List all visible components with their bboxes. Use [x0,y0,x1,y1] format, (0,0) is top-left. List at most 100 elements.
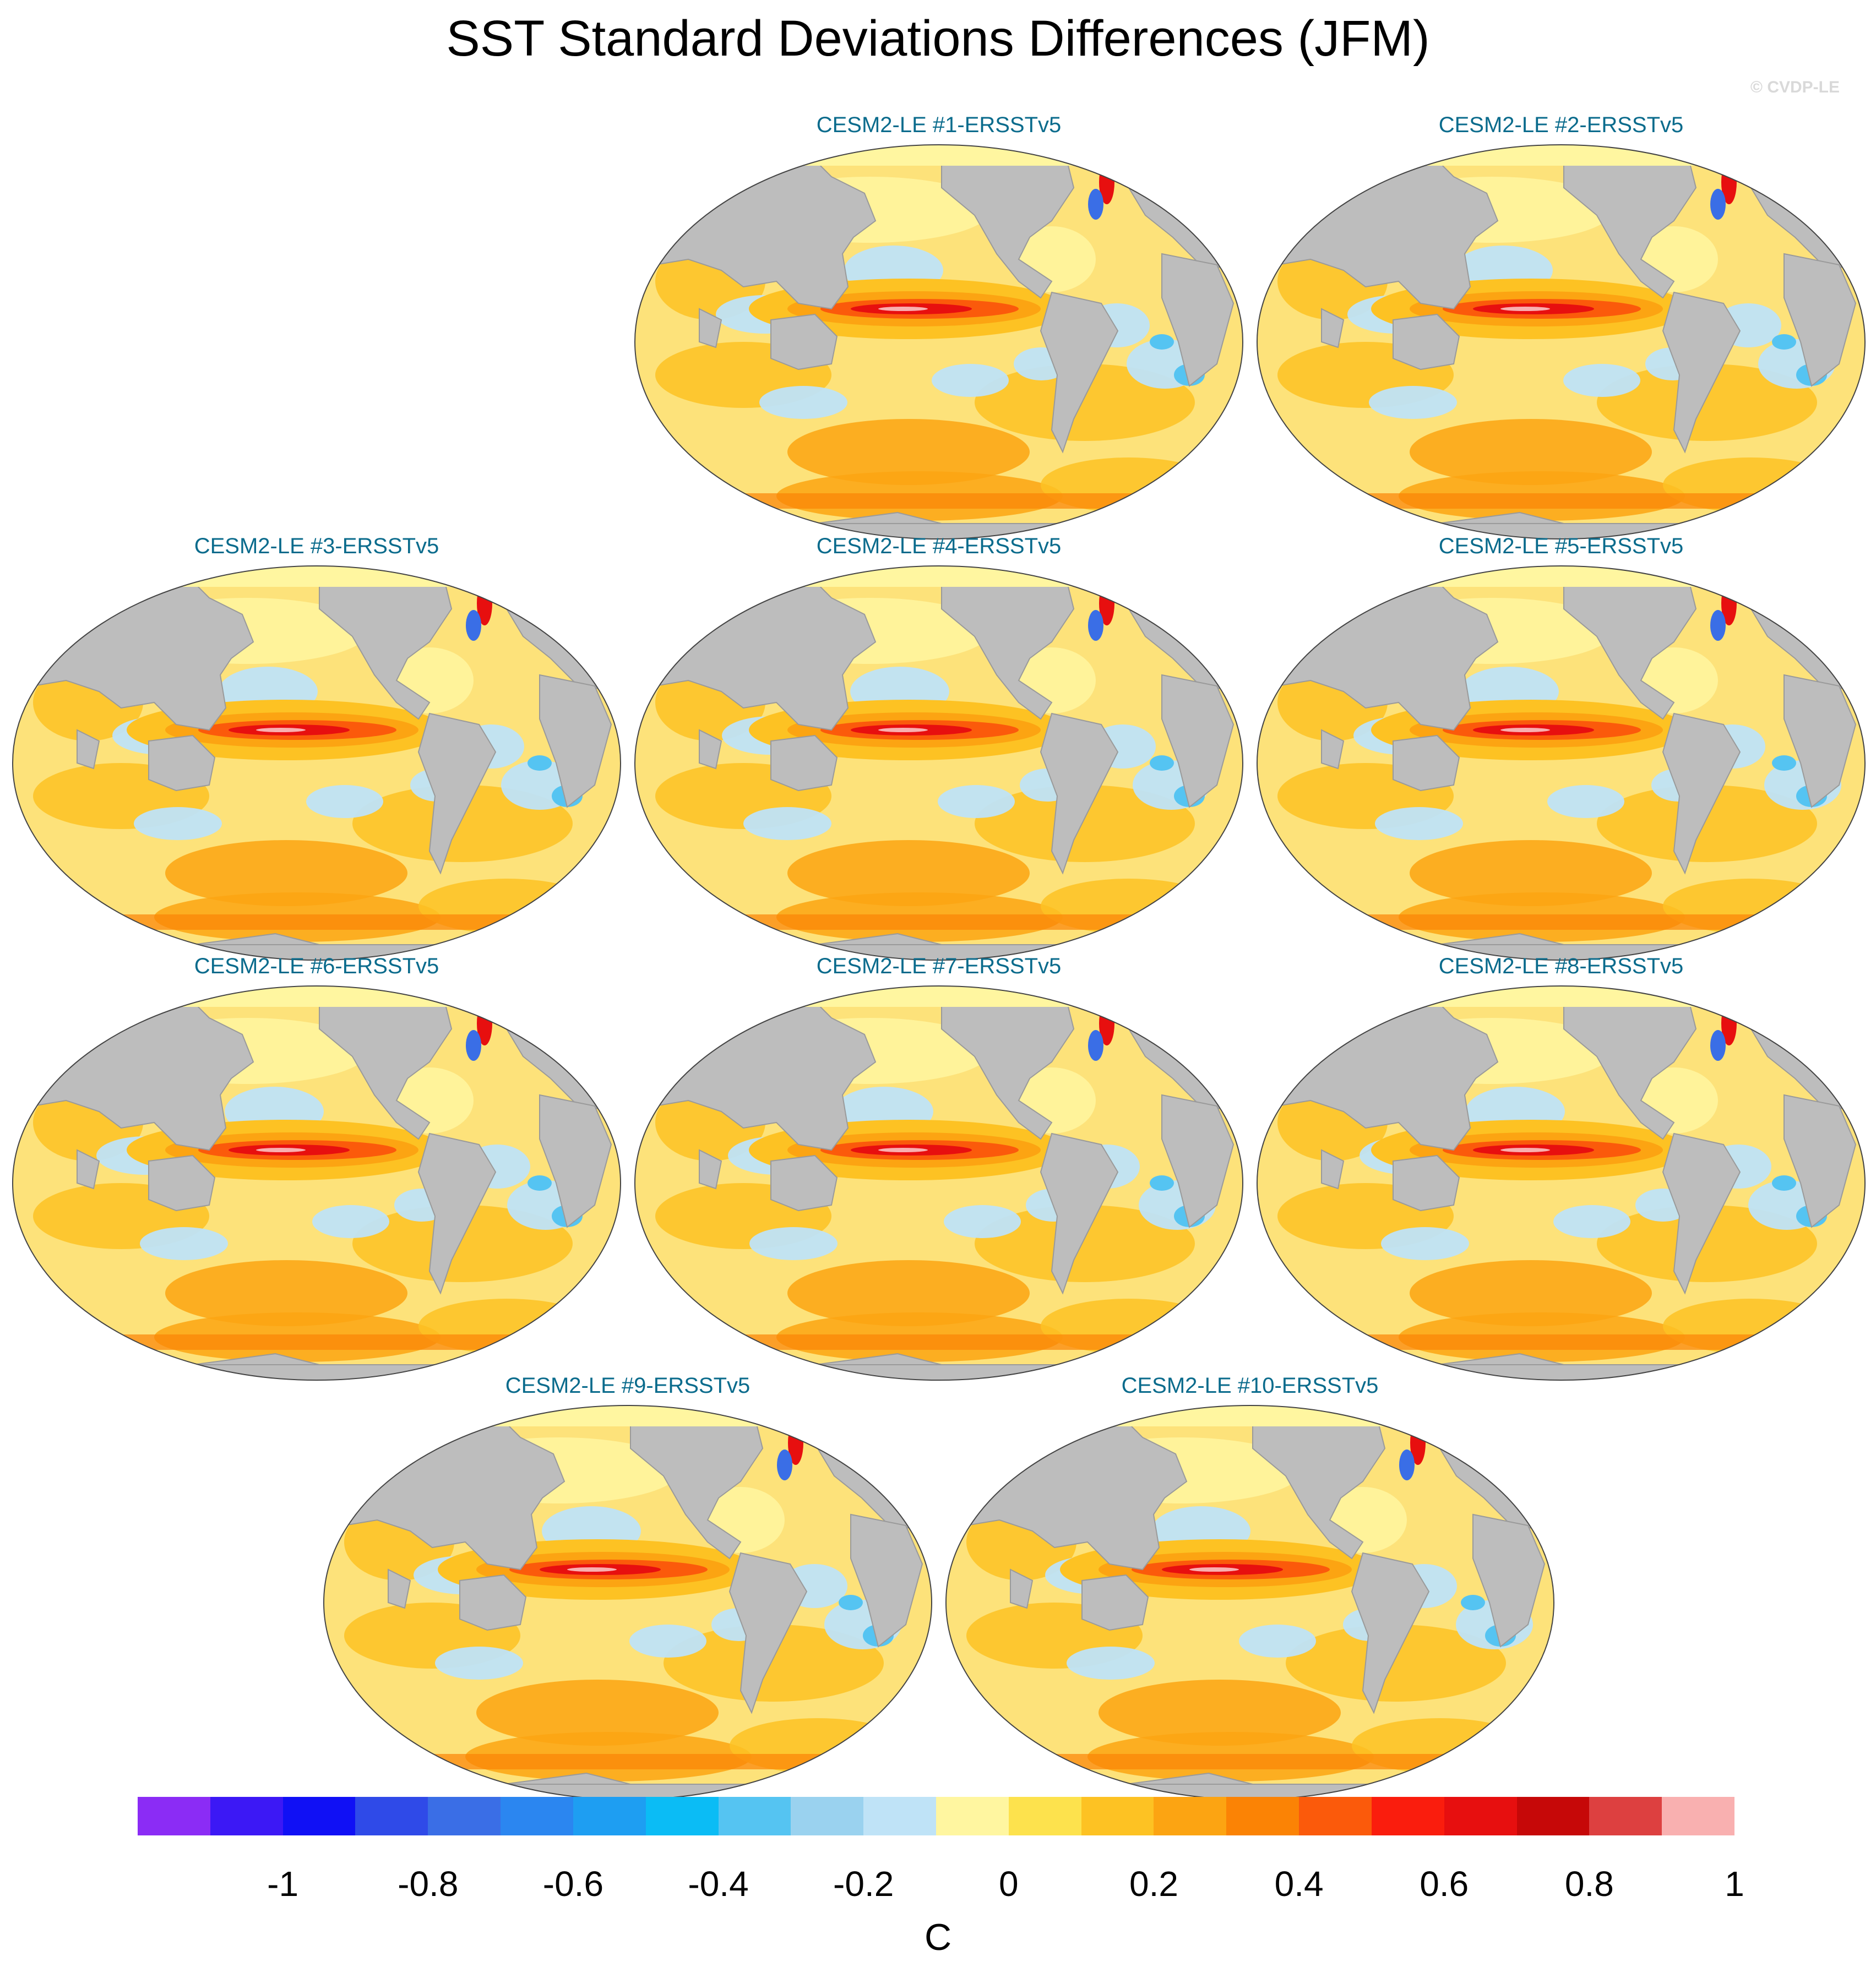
map-panel: CESM2-LE #3-ERSSTv5 [11,534,622,963]
enso-tongue [567,1567,617,1572]
arctic-cold-patch [1360,990,1426,1001]
land-mask [728,1552,808,1714]
north-atlantic-cold-patch [1088,189,1103,220]
anomaly-patch [938,785,1015,818]
anomaly-patch [134,807,222,840]
anomaly-patch [743,807,831,840]
anomaly-patch [1597,364,1817,441]
land-mask [1125,1772,1253,1785]
north-atlantic-cold-patch [466,1030,481,1061]
land-mask [1393,313,1460,370]
land-mask [1563,145,1697,299]
map-panel: CESM2-LE #7-ERSSTv5 [633,954,1244,1383]
panel-title: CESM2-LE #4-ERSSTv5 [816,534,1062,558]
land-mask [1161,1094,1235,1228]
land-mask [1393,734,1460,792]
anomaly-patch [1410,840,1652,906]
land-mask [1437,511,1564,524]
panel-title: CESM2-LE #1-ERSSTv5 [816,113,1062,137]
anomaly-patch [1563,364,1640,397]
colorbar-swatch [282,1797,356,1835]
map-panel: CESM2-LE #2-ERSSTv5 [1255,113,1867,542]
southern-ocean-band [635,1334,1243,1350]
arctic-cold-patch [1360,570,1426,581]
world-map [12,565,621,961]
north-atlantic-cold-patch [1088,610,1103,641]
land-mask [1321,1149,1345,1190]
anomaly-patch [1150,1175,1174,1191]
land-mask [1437,933,1564,945]
colorbar-tick-label: 0 [999,1864,1019,1904]
anomaly-patch [975,1205,1195,1282]
enso-tongue [1500,1148,1550,1152]
anomaly-patch [1547,785,1624,818]
map-outline [634,985,1243,1381]
land-mask [941,986,1075,1140]
land-mask [1010,1568,1034,1609]
world-map [634,144,1243,540]
land-mask [941,566,1075,720]
world-map [1257,985,1866,1381]
north-atlantic-cold-patch [1710,1030,1726,1061]
land-mask [699,1149,722,1190]
anomaly-patch [975,785,1195,862]
land-mask [699,308,722,348]
anomaly-patch [1410,419,1652,485]
southern-ocean-band [946,1754,1554,1769]
anomaly-patch [352,1205,573,1282]
land-mask [941,145,1075,299]
map-panel: CESM2-LE #10-ERSSTv5 [944,1374,1556,1803]
arctic-cold-patch [738,570,804,581]
anomaly-patch [1461,1595,1485,1610]
anomaly-patch [312,1205,389,1238]
map-panel: CESM2-LE #6-ERSSTv5 [11,954,622,1383]
map-outline [634,144,1243,540]
land-mask [814,511,942,524]
land-mask [770,734,838,792]
land-mask [1161,674,1235,808]
world-map [945,1405,1554,1800]
map-panel: CESM2-LE #5-ERSSTv5 [1255,534,1867,963]
colorbar-tick-label: 0.8 [1564,1864,1614,1904]
arctic-cold-patch [427,1410,493,1421]
world-map [634,985,1243,1381]
north-atlantic-cold-patch [1088,1030,1103,1061]
colorbar-swatch [863,1797,937,1835]
land-mask [1437,1353,1564,1365]
land-mask [1321,729,1345,770]
colorbar-swatch [210,1797,284,1835]
map-outline [1257,985,1866,1381]
land-mask [1321,308,1345,348]
arctic-cold-patch [1360,149,1426,160]
land-mask [539,674,612,808]
colorbar-unit: C [924,1916,952,1958]
arctic-cold-patch [116,990,182,1001]
enso-tongue [878,307,928,311]
southern-ocean-band [635,493,1243,509]
land-mask [503,1772,631,1785]
land-mask [148,734,216,792]
colorbar-swatch [1516,1797,1590,1835]
southern-ocean-band [1257,914,1865,930]
world-map [634,565,1243,961]
land-mask [192,933,320,945]
anomaly-patch [1772,334,1796,350]
anomaly-patch [165,840,407,906]
panel-title: CESM2-LE #6-ERSSTv5 [194,954,439,978]
land-mask [1783,253,1857,387]
land-mask [388,1568,411,1609]
land-mask [77,729,100,770]
land-mask [319,986,453,1140]
colorbar-tick-label: -0.6 [542,1864,604,1904]
colorbar-swatch [428,1797,501,1835]
land-mask [630,1405,764,1560]
anomaly-patch [787,1260,1030,1326]
anomaly-patch [664,1625,884,1702]
anomaly-patch [975,364,1195,441]
land-mask [1662,1132,1741,1295]
map-outline [12,565,621,961]
anomaly-patch [1381,1227,1469,1260]
land-mask [1472,1513,1546,1648]
anomaly-patch [1150,334,1174,350]
land-mask [770,313,838,370]
